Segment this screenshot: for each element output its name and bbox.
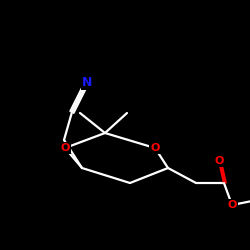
Text: O: O (150, 143, 160, 153)
Text: N: N (82, 76, 92, 88)
Text: O: O (227, 200, 237, 210)
Text: O: O (60, 143, 70, 153)
Text: O: O (214, 156, 224, 166)
